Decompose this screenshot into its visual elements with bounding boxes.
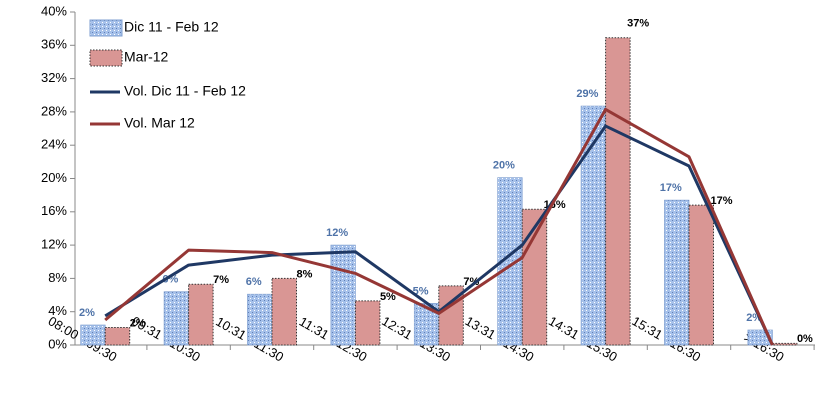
- value-label: 17%: [710, 195, 732, 207]
- value-label: 6%: [246, 276, 262, 288]
- value-label: 7%: [463, 276, 479, 288]
- y-tick-label: 40%: [41, 3, 67, 18]
- bar: [80, 324, 106, 346]
- legend-label: Dic 11 - Feb 12: [124, 19, 219, 35]
- value-label: 17%: [660, 182, 682, 194]
- y-tick-label: 32%: [41, 70, 67, 85]
- value-label: 5%: [380, 291, 396, 303]
- legend-label: Vol. Dic 11 - Feb 12: [124, 83, 246, 99]
- value-label: 12%: [326, 227, 348, 239]
- legend-swatch: [89, 19, 123, 37]
- line: [104, 107, 774, 346]
- legend-swatch: [89, 49, 123, 67]
- y-tick-label: 20%: [41, 170, 67, 185]
- value-label: 7%: [213, 274, 229, 286]
- y-tick-label: 12%: [41, 237, 67, 252]
- bar: [188, 283, 214, 346]
- y-tick-label: 28%: [41, 103, 67, 118]
- legend-label: Mar-12: [124, 49, 169, 65]
- bar: [271, 277, 297, 346]
- value-label: 6%: [162, 274, 178, 286]
- y-tick-label: 36%: [41, 37, 67, 52]
- bar: [605, 37, 631, 346]
- value-label: 20%: [493, 160, 515, 172]
- y-tick-label: 16%: [41, 203, 67, 218]
- bar: [688, 204, 714, 346]
- y-tick-label: 0%: [48, 336, 67, 351]
- y-tick-label: 8%: [48, 270, 67, 285]
- bar: [521, 208, 548, 346]
- value-label: 8%: [297, 268, 313, 280]
- bar: [771, 342, 798, 346]
- value-label: 37%: [627, 18, 649, 30]
- y-tick-label: 4%: [48, 303, 67, 318]
- bar: [104, 327, 131, 346]
- value-label: 2%: [79, 307, 95, 319]
- bar: [664, 199, 690, 346]
- bar: [163, 291, 189, 346]
- bar: [354, 300, 381, 346]
- y-tick-label: 24%: [41, 137, 67, 152]
- value-label: 29%: [576, 88, 598, 100]
- value-label: 0%: [797, 333, 813, 345]
- legend-label: Vol. Mar 12: [124, 115, 195, 131]
- value-label: 2%: [130, 317, 146, 329]
- bar: [247, 293, 273, 346]
- bar: [330, 244, 356, 346]
